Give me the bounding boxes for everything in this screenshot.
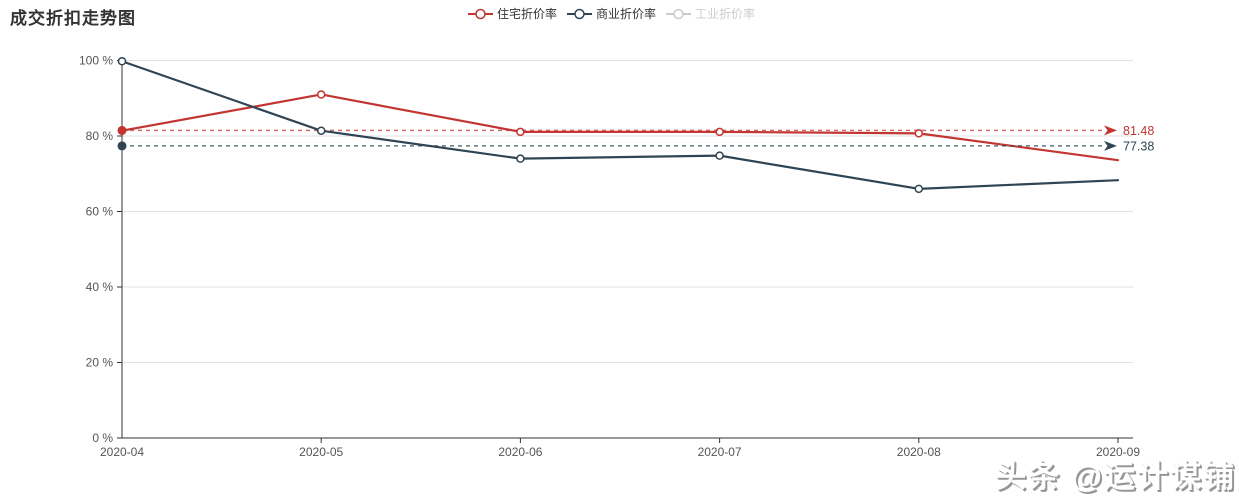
data-point[interactable]	[117, 57, 127, 66]
markline-arrow-icon	[1104, 125, 1117, 136]
markline-start-dot	[117, 125, 127, 135]
data-point[interactable]	[715, 127, 724, 137]
markline-value-label: 77.38	[1123, 139, 1154, 153]
x-axis-label: 2020-08	[897, 445, 941, 459]
x-axis-label: 2020-04	[100, 445, 144, 459]
markline-value-label: 81.48	[1123, 124, 1154, 138]
y-axis-label: 60 %	[86, 205, 114, 219]
y-axis-label: 100 %	[79, 54, 113, 68]
x-axis-label: 2020-09	[1096, 445, 1140, 459]
data-point[interactable]	[715, 151, 724, 160]
data-point[interactable]	[516, 154, 525, 163]
legend-item-label: 商业折价率	[596, 7, 657, 21]
series-line-住宅折价率[interactable]	[120, 93, 1120, 162]
data-point[interactable]	[316, 126, 326, 135]
data-point[interactable]	[914, 129, 924, 138]
markline-start-dot	[117, 141, 127, 151]
x-axis-label: 2020-05	[299, 445, 343, 459]
legend-item-0[interactable]: 住宅折价率	[468, 5, 557, 22]
x-axis-label: 2020-07	[698, 445, 742, 459]
x-axis-label: 2020-06	[498, 445, 542, 459]
legend-line-circle-icon	[666, 8, 692, 19]
legend-item-1[interactable]: 商业折价率	[567, 5, 656, 22]
chart-title: 成交折扣走势图	[10, 9, 136, 28]
y-axis-label: 0 %	[92, 431, 113, 445]
markline-arrow-icon	[1104, 140, 1117, 151]
y-axis-label: 40 %	[86, 280, 114, 294]
legend-item-2[interactable]: 工业折价率	[666, 5, 755, 22]
y-axis-label: 80 %	[86, 129, 114, 143]
series-line-商业折价率[interactable]	[120, 60, 1120, 190]
data-point[interactable]	[914, 184, 924, 194]
legend: 住宅折价率 商业折价率 工业折价率	[468, 5, 755, 22]
legend-line-circle-icon	[567, 8, 593, 19]
legend-item-label: 住宅折价率	[497, 7, 558, 21]
data-point[interactable]	[516, 127, 525, 137]
y-axis-label: 20 %	[86, 356, 114, 370]
legend-line-circle-icon	[468, 8, 493, 19]
legend-item-label: 工业折价率	[695, 7, 756, 21]
data-point[interactable]	[316, 90, 326, 99]
